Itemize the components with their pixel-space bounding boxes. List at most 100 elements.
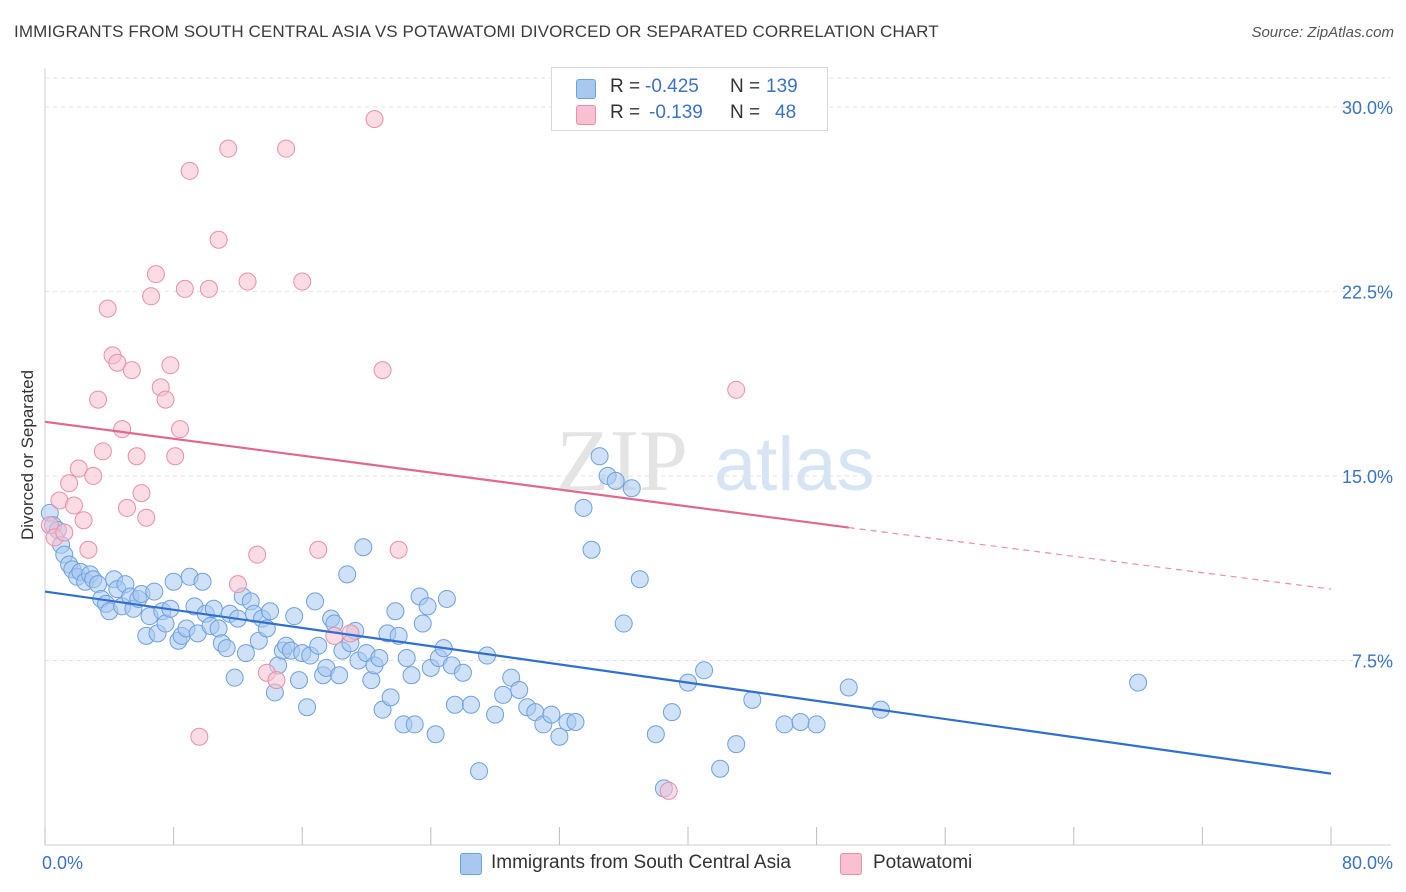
chart-title: IMMIGRANTS FROM SOUTH CENTRAL ASIA VS PO…	[14, 22, 939, 41]
data-point	[659, 781, 678, 800]
data-point	[145, 582, 164, 601]
trend-lines	[44, 420, 1332, 775]
data-point	[161, 356, 180, 375]
y-tick-label: 30.0%	[1342, 98, 1393, 118]
y-tick-label: 15.0%	[1342, 467, 1393, 487]
data-point	[228, 575, 247, 594]
data-point	[122, 361, 141, 380]
data-point	[646, 725, 665, 744]
data-point	[426, 725, 445, 744]
data-point	[309, 540, 328, 559]
data-point	[79, 540, 98, 559]
data-point	[142, 287, 161, 306]
trendline-immigrants	[44, 590, 1332, 775]
stats-n-label: N =	[730, 102, 761, 123]
stats-r-value: -0.139	[649, 102, 703, 123]
data-point	[171, 420, 190, 439]
stats-r-label: R =	[610, 76, 641, 97]
y-axis-title: Divorced or Separated	[18, 370, 37, 540]
data-point	[791, 712, 810, 731]
data-point	[180, 161, 199, 180]
legend-label: Potawatomi	[873, 852, 973, 873]
data-point	[190, 727, 209, 746]
data-point	[445, 695, 464, 714]
data-point	[695, 661, 714, 680]
legend-swatch-potawatomi	[840, 853, 862, 875]
data-point	[405, 715, 424, 734]
stats-n-label: N =	[730, 76, 761, 97]
data-point	[470, 762, 489, 781]
data-point	[461, 695, 480, 714]
data-point	[662, 703, 681, 722]
data-point	[209, 619, 228, 638]
data-point	[261, 602, 280, 621]
data-point	[566, 712, 585, 731]
data-point	[217, 639, 236, 658]
data-point	[373, 361, 392, 380]
data-point	[127, 447, 146, 466]
data-point	[418, 597, 437, 616]
trendline-potawatomi	[44, 420, 849, 529]
data-point	[277, 139, 296, 158]
data-point	[193, 572, 212, 591]
axes	[44, 68, 1391, 846]
data-point	[402, 666, 421, 685]
y-tick-label: 22.5%	[1342, 282, 1393, 302]
data-point	[89, 390, 108, 409]
data-point	[775, 715, 794, 734]
series-potawatomi-points	[40, 110, 746, 800]
data-point	[582, 540, 601, 559]
legend-label: Immigrants from South Central Asia	[491, 852, 791, 873]
legend-swatch-immigrants	[460, 853, 482, 875]
data-point	[309, 636, 328, 655]
data-point	[325, 626, 344, 645]
x-tick-label: 80.0%	[1342, 853, 1393, 873]
watermark-atlas: atlas	[714, 422, 875, 507]
data-point	[510, 680, 529, 699]
data-point	[381, 688, 400, 707]
stats-box: R = -0.425 N = 139 R = -0.139 N = 48	[551, 67, 828, 131]
data-point	[146, 265, 165, 284]
data-point	[727, 735, 746, 754]
data-point	[542, 705, 561, 724]
data-point	[614, 614, 633, 633]
data-point	[166, 447, 185, 466]
data-point	[727, 380, 746, 399]
data-point	[550, 727, 569, 746]
data-point	[437, 589, 456, 608]
data-point	[293, 272, 312, 291]
data-point	[238, 272, 257, 291]
data-point	[386, 602, 405, 621]
data-point	[711, 759, 730, 778]
data-point	[330, 666, 349, 685]
stats-swatch-potawatomi	[576, 105, 596, 125]
data-point	[338, 565, 357, 584]
data-point	[248, 545, 267, 564]
tick-labels: 7.5% 15.0% 22.5% 30.0% 0.0% 80.0%	[42, 98, 1393, 873]
data-point	[839, 678, 858, 697]
data-point	[453, 663, 472, 682]
data-point	[285, 607, 304, 626]
data-point	[60, 474, 79, 493]
data-point	[622, 479, 641, 498]
data-point	[354, 538, 373, 557]
data-point	[365, 110, 384, 129]
source-label: Source: ZipAtlas.com	[1251, 24, 1394, 41]
data-point	[132, 484, 151, 503]
stats-n-value: 48	[775, 102, 797, 123]
data-point	[289, 671, 308, 690]
data-point	[55, 523, 74, 542]
data-point	[204, 599, 223, 618]
data-point	[74, 511, 93, 530]
data-point	[590, 447, 609, 466]
data-point	[362, 671, 381, 690]
data-point	[156, 390, 175, 409]
grid-lines	[45, 77, 1391, 661]
data-point	[413, 614, 432, 633]
data-point	[397, 649, 416, 667]
stats-r-label: R =	[610, 102, 641, 123]
data-point	[84, 466, 103, 485]
data-point	[306, 592, 325, 611]
stats-swatch-immigrants	[576, 79, 596, 99]
